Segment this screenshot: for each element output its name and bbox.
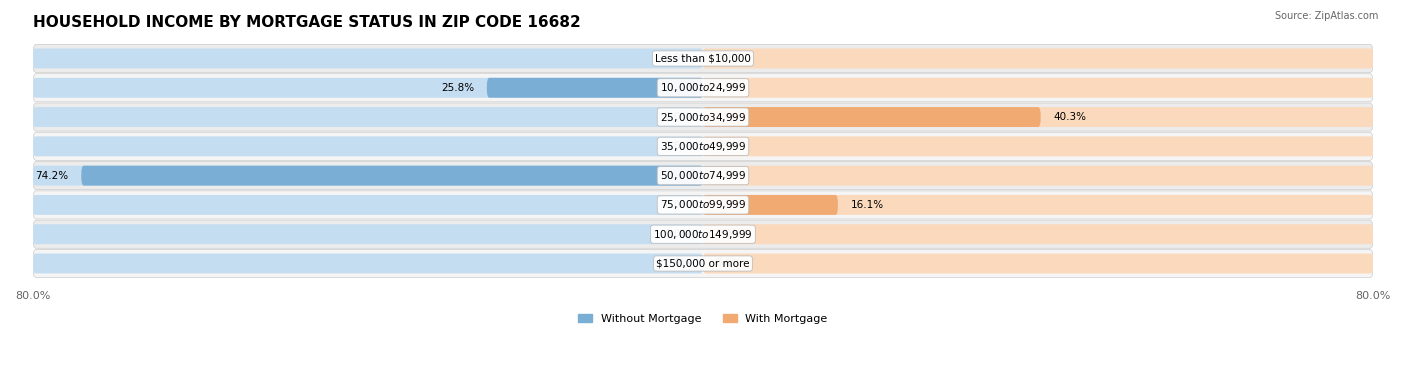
Text: 0.0%: 0.0% [664, 54, 690, 63]
Text: Less than $10,000: Less than $10,000 [655, 54, 751, 63]
FancyBboxPatch shape [32, 132, 1374, 160]
Text: HOUSEHOLD INCOME BY MORTGAGE STATUS IN ZIP CODE 16682: HOUSEHOLD INCOME BY MORTGAGE STATUS IN Z… [32, 15, 581, 30]
FancyBboxPatch shape [703, 254, 1374, 273]
Text: 74.2%: 74.2% [35, 171, 69, 181]
FancyBboxPatch shape [82, 166, 703, 185]
FancyBboxPatch shape [32, 224, 703, 244]
FancyBboxPatch shape [703, 107, 1374, 127]
FancyBboxPatch shape [32, 162, 1374, 190]
Text: $10,000 to $24,999: $10,000 to $24,999 [659, 81, 747, 94]
Text: 0.0%: 0.0% [716, 171, 742, 181]
FancyBboxPatch shape [32, 74, 1374, 102]
FancyBboxPatch shape [32, 107, 703, 127]
Text: 0.0%: 0.0% [716, 54, 742, 63]
FancyBboxPatch shape [32, 166, 703, 185]
Text: 0.0%: 0.0% [664, 259, 690, 268]
FancyBboxPatch shape [32, 136, 703, 156]
Text: 0.0%: 0.0% [716, 229, 742, 239]
Text: 16.1%: 16.1% [851, 200, 883, 210]
FancyBboxPatch shape [32, 195, 703, 215]
FancyBboxPatch shape [32, 44, 1374, 72]
Legend: Without Mortgage, With Mortgage: Without Mortgage, With Mortgage [574, 310, 832, 328]
FancyBboxPatch shape [703, 107, 1040, 127]
FancyBboxPatch shape [703, 195, 1374, 215]
Text: 0.0%: 0.0% [716, 259, 742, 268]
Text: $50,000 to $74,999: $50,000 to $74,999 [659, 169, 747, 182]
FancyBboxPatch shape [703, 78, 1374, 98]
Text: $25,000 to $34,999: $25,000 to $34,999 [659, 110, 747, 124]
Text: 0.0%: 0.0% [664, 141, 690, 151]
Text: $100,000 to $149,999: $100,000 to $149,999 [654, 228, 752, 241]
FancyBboxPatch shape [32, 103, 1374, 131]
FancyBboxPatch shape [32, 78, 703, 98]
FancyBboxPatch shape [32, 220, 1374, 248]
FancyBboxPatch shape [32, 254, 703, 273]
Text: 40.3%: 40.3% [1053, 112, 1087, 122]
Text: 0.0%: 0.0% [664, 112, 690, 122]
Text: 0.0%: 0.0% [664, 229, 690, 239]
Text: 0.0%: 0.0% [716, 141, 742, 151]
FancyBboxPatch shape [32, 250, 1374, 277]
FancyBboxPatch shape [32, 191, 1374, 219]
FancyBboxPatch shape [32, 49, 703, 68]
FancyBboxPatch shape [703, 49, 1374, 68]
FancyBboxPatch shape [486, 78, 703, 98]
FancyBboxPatch shape [703, 224, 1374, 244]
FancyBboxPatch shape [703, 136, 1374, 156]
Text: $75,000 to $99,999: $75,000 to $99,999 [659, 198, 747, 211]
Text: 0.0%: 0.0% [664, 200, 690, 210]
Text: 25.8%: 25.8% [441, 83, 474, 93]
Text: $35,000 to $49,999: $35,000 to $49,999 [659, 140, 747, 153]
FancyBboxPatch shape [703, 166, 1374, 185]
Text: Source: ZipAtlas.com: Source: ZipAtlas.com [1274, 11, 1378, 21]
FancyBboxPatch shape [703, 195, 838, 215]
Text: 0.0%: 0.0% [716, 83, 742, 93]
Text: $150,000 or more: $150,000 or more [657, 259, 749, 268]
